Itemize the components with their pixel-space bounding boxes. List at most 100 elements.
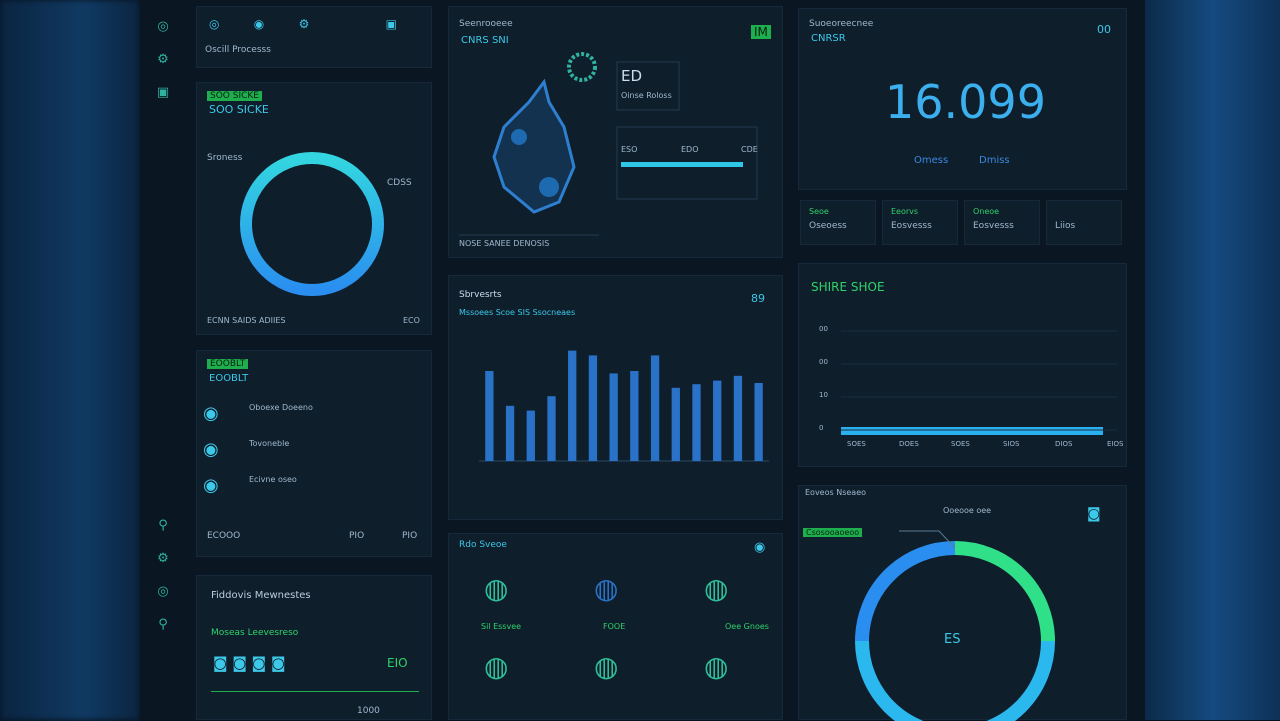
stat-card: Liios	[1046, 200, 1122, 245]
tag: Csosooaoeoo	[803, 528, 863, 537]
label-right: CDSS	[387, 178, 412, 188]
center: ES	[944, 632, 961, 647]
label-left: Sroness	[207, 153, 243, 163]
ring	[240, 152, 384, 296]
footer: Omess	[914, 155, 949, 166]
x-tick-label: SIOS	[1003, 440, 1020, 448]
bar	[754, 383, 763, 461]
gauge-icon: ◍	[704, 572, 729, 605]
ring-panel: SOO SICKE SOO SICKE Sroness CDSS ECNN SA…	[196, 82, 432, 335]
tag: EOOBLT	[207, 359, 249, 369]
icon: ◙	[1087, 506, 1101, 522]
title: SHIRE SHOE	[811, 280, 885, 294]
stat-card: Seoe Oseoess	[800, 200, 876, 245]
footer: ECOOO	[207, 531, 241, 541]
icons: ◎ ◉ ⚙ ▣	[209, 17, 397, 31]
bar	[547, 396, 556, 461]
stat-value: Liios	[1055, 221, 1076, 231]
title: Eoveos Nseaeo	[805, 488, 867, 497]
badge: 00	[1097, 23, 1111, 36]
list-icon: ◉	[203, 439, 219, 460]
list-panel: EOOBLT EOOBLT ECOOO PIO PIO ◉ Oboexe Doee…	[196, 350, 432, 557]
bar	[733, 375, 743, 461]
y-tick-label: 00	[819, 358, 828, 366]
stat-label: Eeorvs	[891, 207, 919, 216]
stat-card: Eeorvs Eosvesss	[882, 200, 958, 245]
bar	[630, 371, 639, 461]
footer: Dmiss	[979, 155, 1010, 166]
row-label: CDE	[741, 145, 758, 154]
bar	[485, 371, 494, 461]
donut	[855, 530, 1055, 721]
sidebar: ◎ ⚙ ▣ ⚲ ⚙ ◎ ⚲	[156, 19, 170, 632]
footer-right: PIO	[402, 531, 418, 541]
background-left	[0, 0, 140, 720]
ring-arc	[240, 152, 384, 296]
bottom-panel: Fiddovis Mewnestes Moseas Leevesreso ◙ ◙…	[196, 575, 432, 720]
line-chart	[841, 330, 1117, 435]
list-icon: ◉	[203, 475, 219, 496]
title: Rdo Sveoe	[459, 540, 507, 550]
subtitle: Mssoees Scoe SIS Ssocneaes	[459, 308, 576, 317]
tag-sub: SOO SICKE	[209, 103, 269, 116]
bar	[505, 405, 515, 461]
icon-label: Sil Essvee	[481, 622, 522, 631]
bar	[568, 350, 577, 461]
value: EIO	[387, 656, 408, 670]
panel: ◎ ◉ ⚙ ▣ Oscill Processs	[196, 6, 432, 68]
x-tick-label: DIOS	[1055, 440, 1073, 448]
footer: NOSE SANEE DENOSIS	[459, 239, 550, 248]
bar	[650, 355, 660, 461]
stat: ED	[621, 67, 643, 85]
icons: ◙ ◙ ◙ ◙	[213, 654, 286, 672]
footer: ECNN SAIDS ADIIES	[207, 316, 286, 325]
bar	[526, 410, 535, 461]
x-tick-label: EIOS	[1107, 440, 1124, 448]
title: Suoeoreecnee	[809, 19, 874, 29]
subtitle: CNRSR	[811, 33, 846, 44]
footer-right: ECO	[403, 316, 420, 325]
footer: 1000	[357, 706, 380, 716]
badge: IM	[751, 25, 771, 39]
list-icon: ◉	[203, 403, 219, 424]
bar	[588, 355, 598, 461]
stat-value: Eosvesss	[891, 221, 932, 231]
bar	[671, 387, 680, 461]
bar-chart	[479, 350, 769, 462]
gauge-icon: ◍	[484, 572, 509, 605]
x-tick-label: SOES	[951, 440, 970, 448]
tag: SOO SICKE	[207, 91, 262, 101]
callout: Ooeooe oee	[943, 506, 992, 515]
x-tick-label: DOES	[899, 440, 919, 448]
bar-panel: Sbrvesrts Mssoees Scoe SIS Ssocneaes 89	[448, 275, 783, 520]
subtitle: Moseas Leevesreso	[211, 628, 299, 638]
line-panel: SHIRE SHOE 00 00 10 0 SOES DOES SOES SIOS DIOS EI…	[798, 263, 1127, 467]
list-item: Tovoneble	[249, 439, 290, 448]
gauge-icon: ◍	[484, 650, 509, 683]
icon-label: FOOE	[603, 622, 626, 631]
y-tick-label: 10	[819, 391, 828, 399]
icon-panel: Rdo Sveoe ◉ ◍ ◍ ◍ ◍ ◍ ◍ Sil Essvee FOOE Oee Gnoe…	[448, 533, 783, 720]
list-item: Oboexe Doeeno	[249, 403, 313, 412]
row-label: EDO	[681, 145, 699, 154]
big-number: 16.099	[885, 75, 1046, 129]
badge: 89	[751, 292, 765, 305]
list-item: Ecivne oseo	[249, 475, 297, 484]
bar-strip	[841, 427, 1103, 435]
tag-sub: EOOBLT	[209, 373, 249, 384]
stat-value: Oseoess	[809, 221, 847, 231]
divider	[211, 691, 419, 692]
label: Oscill Processs	[205, 45, 271, 55]
stat-card: Oneoe Eosvesss	[964, 200, 1040, 245]
robot-panel: Seenrooeee CNRS SNI IM ED Oinse Roloss N…	[448, 6, 783, 258]
row-label: ESO	[621, 145, 638, 154]
icon: ◉	[754, 540, 766, 555]
background-right	[1145, 0, 1280, 720]
stat-label: Oinse Roloss	[621, 91, 672, 100]
title: Seenrooeee	[459, 19, 513, 29]
gauge-icon: ◍	[594, 572, 619, 605]
bar	[609, 373, 618, 461]
title: Fiddovis Mewnestes	[211, 590, 311, 601]
icon-label: Oee Gnoes	[725, 622, 769, 631]
